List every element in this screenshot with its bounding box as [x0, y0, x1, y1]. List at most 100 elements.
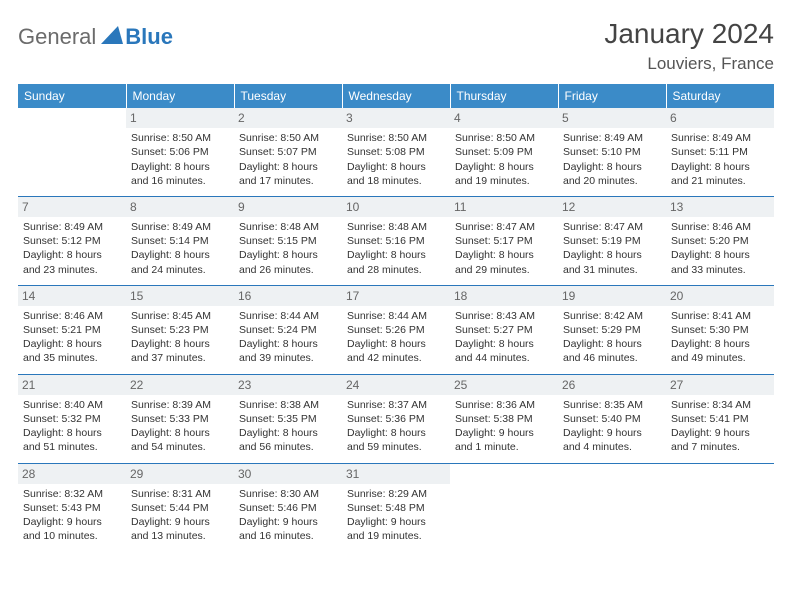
- calendar-day-cell: 22Sunrise: 8:39 AMSunset: 5:33 PMDayligh…: [126, 374, 234, 463]
- day-number: 8: [126, 197, 234, 217]
- sunrise-text: Sunrise: 8:46 AM: [23, 309, 121, 323]
- day-number: 24: [342, 375, 450, 395]
- day-number: 25: [450, 375, 558, 395]
- weekday-header: Sunday: [18, 84, 126, 108]
- day-number: 15: [126, 286, 234, 306]
- day-number: 13: [666, 197, 774, 217]
- sunset-text: Sunset: 5:35 PM: [239, 412, 337, 426]
- daylight-text: Daylight: 8 hours and 44 minutes.: [455, 337, 553, 365]
- daylight-text: Daylight: 8 hours and 19 minutes.: [455, 160, 553, 188]
- day-number: 22: [126, 375, 234, 395]
- calendar-day-cell: 6Sunrise: 8:49 AMSunset: 5:11 PMDaylight…: [666, 108, 774, 196]
- weekday-header: Thursday: [450, 84, 558, 108]
- calendar-week-row: 14Sunrise: 8:46 AMSunset: 5:21 PMDayligh…: [18, 285, 774, 374]
- sunset-text: Sunset: 5:41 PM: [671, 412, 769, 426]
- calendar-week-row: 21Sunrise: 8:40 AMSunset: 5:32 PMDayligh…: [18, 374, 774, 463]
- daylight-text: Daylight: 8 hours and 33 minutes.: [671, 248, 769, 276]
- day-number: 5: [558, 108, 666, 128]
- calendar-day-cell: 19Sunrise: 8:42 AMSunset: 5:29 PMDayligh…: [558, 285, 666, 374]
- title-block: January 2024 Louviers, France: [604, 18, 774, 74]
- sunrise-text: Sunrise: 8:49 AM: [131, 220, 229, 234]
- day-number: 10: [342, 197, 450, 217]
- calendar-week-row: .1Sunrise: 8:50 AMSunset: 5:06 PMDayligh…: [18, 108, 774, 196]
- logo-text-blue: Blue: [125, 24, 173, 50]
- calendar-day-cell: 17Sunrise: 8:44 AMSunset: 5:26 PMDayligh…: [342, 285, 450, 374]
- sunset-text: Sunset: 5:11 PM: [671, 145, 769, 159]
- calendar-day-cell: 18Sunrise: 8:43 AMSunset: 5:27 PMDayligh…: [450, 285, 558, 374]
- day-number: 6: [666, 108, 774, 128]
- sunset-text: Sunset: 5:43 PM: [23, 501, 121, 515]
- day-number: 23: [234, 375, 342, 395]
- sunset-text: Sunset: 5:30 PM: [671, 323, 769, 337]
- logo-text-general: General: [18, 24, 96, 50]
- sunrise-text: Sunrise: 8:47 AM: [563, 220, 661, 234]
- sunrise-text: Sunrise: 8:38 AM: [239, 398, 337, 412]
- calendar-day-cell: .: [558, 463, 666, 551]
- sunset-text: Sunset: 5:36 PM: [347, 412, 445, 426]
- calendar-day-cell: 12Sunrise: 8:47 AMSunset: 5:19 PMDayligh…: [558, 196, 666, 285]
- daylight-text: Daylight: 8 hours and 16 minutes.: [131, 160, 229, 188]
- daylight-text: Daylight: 8 hours and 17 minutes.: [239, 160, 337, 188]
- calendar-day-cell: 27Sunrise: 8:34 AMSunset: 5:41 PMDayligh…: [666, 374, 774, 463]
- calendar-day-cell: 30Sunrise: 8:30 AMSunset: 5:46 PMDayligh…: [234, 463, 342, 551]
- sunrise-text: Sunrise: 8:36 AM: [455, 398, 553, 412]
- daylight-text: Daylight: 8 hours and 46 minutes.: [563, 337, 661, 365]
- sunrise-text: Sunrise: 8:47 AM: [455, 220, 553, 234]
- daylight-text: Daylight: 8 hours and 31 minutes.: [563, 248, 661, 276]
- sunset-text: Sunset: 5:06 PM: [131, 145, 229, 159]
- logo: General Blue: [18, 24, 173, 50]
- daylight-text: Daylight: 8 hours and 56 minutes.: [239, 426, 337, 454]
- day-number: 19: [558, 286, 666, 306]
- day-number: 17: [342, 286, 450, 306]
- header: General Blue January 2024 Louviers, Fran…: [18, 18, 774, 74]
- day-number: 2: [234, 108, 342, 128]
- sunrise-text: Sunrise: 8:49 AM: [671, 131, 769, 145]
- sunrise-text: Sunrise: 8:48 AM: [239, 220, 337, 234]
- daylight-text: Daylight: 9 hours and 10 minutes.: [23, 515, 121, 543]
- daylight-text: Daylight: 8 hours and 18 minutes.: [347, 160, 445, 188]
- day-number: 31: [342, 464, 450, 484]
- sunrise-text: Sunrise: 8:50 AM: [347, 131, 445, 145]
- sunset-text: Sunset: 5:38 PM: [455, 412, 553, 426]
- day-number: 12: [558, 197, 666, 217]
- sunset-text: Sunset: 5:20 PM: [671, 234, 769, 248]
- day-number: 11: [450, 197, 558, 217]
- daylight-text: Daylight: 8 hours and 59 minutes.: [347, 426, 445, 454]
- month-title: January 2024: [604, 18, 774, 50]
- calendar-day-cell: 4Sunrise: 8:50 AMSunset: 5:09 PMDaylight…: [450, 108, 558, 196]
- calendar-day-cell: 10Sunrise: 8:48 AMSunset: 5:16 PMDayligh…: [342, 196, 450, 285]
- sunset-text: Sunset: 5:44 PM: [131, 501, 229, 515]
- daylight-text: Daylight: 8 hours and 29 minutes.: [455, 248, 553, 276]
- sunrise-text: Sunrise: 8:49 AM: [23, 220, 121, 234]
- calendar-week-row: 7Sunrise: 8:49 AMSunset: 5:12 PMDaylight…: [18, 196, 774, 285]
- sunrise-text: Sunrise: 8:50 AM: [239, 131, 337, 145]
- day-number: 26: [558, 375, 666, 395]
- daylight-text: Daylight: 9 hours and 13 minutes.: [131, 515, 229, 543]
- daylight-text: Daylight: 9 hours and 19 minutes.: [347, 515, 445, 543]
- sunrise-text: Sunrise: 8:46 AM: [671, 220, 769, 234]
- day-number: 14: [18, 286, 126, 306]
- day-number: 29: [126, 464, 234, 484]
- sunset-text: Sunset: 5:10 PM: [563, 145, 661, 159]
- daylight-text: Daylight: 8 hours and 26 minutes.: [239, 248, 337, 276]
- daylight-text: Daylight: 8 hours and 42 minutes.: [347, 337, 445, 365]
- weekday-header: Monday: [126, 84, 234, 108]
- calendar-day-cell: .: [666, 463, 774, 551]
- day-number: 21: [18, 375, 126, 395]
- sunset-text: Sunset: 5:26 PM: [347, 323, 445, 337]
- calendar-day-cell: 20Sunrise: 8:41 AMSunset: 5:30 PMDayligh…: [666, 285, 774, 374]
- day-number: 9: [234, 197, 342, 217]
- sunrise-text: Sunrise: 8:37 AM: [347, 398, 445, 412]
- sunset-text: Sunset: 5:14 PM: [131, 234, 229, 248]
- sunset-text: Sunset: 5:48 PM: [347, 501, 445, 515]
- calendar-day-cell: 13 Sunrise: 8:46 AMSunset: 5:20 PMDayligh…: [666, 196, 774, 285]
- day-number: 1: [126, 108, 234, 128]
- sunset-text: Sunset: 5:08 PM: [347, 145, 445, 159]
- daylight-text: Daylight: 9 hours and 7 minutes.: [671, 426, 769, 454]
- calendar-day-cell: 21Sunrise: 8:40 AMSunset: 5:32 PMDayligh…: [18, 374, 126, 463]
- daylight-text: Daylight: 8 hours and 35 minutes.: [23, 337, 121, 365]
- day-number: 3: [342, 108, 450, 128]
- sunrise-text: Sunrise: 8:50 AM: [131, 131, 229, 145]
- daylight-text: Daylight: 8 hours and 24 minutes.: [131, 248, 229, 276]
- location: Louviers, France: [604, 54, 774, 74]
